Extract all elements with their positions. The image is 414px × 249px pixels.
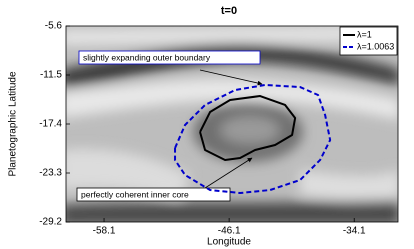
legend-label: λ=1.0063 [357,41,394,51]
y-tick-label: -17.4 [39,119,62,130]
y-tick-label: -11.5 [40,70,62,81]
annotation-arrow [199,69,263,86]
legend-label: λ=1 [357,29,372,39]
x-tick-label: -58.1 [93,226,116,237]
contour-line [199,95,297,161]
x-tick-label: -34.1 [343,226,366,237]
annotation-arrow [204,157,253,189]
chart-title: t=0 [221,5,237,17]
legend-box [339,26,398,56]
annotation: slightly expanding outer boundary [83,52,211,62]
y-axis-label: Planetographic Latitude [8,71,19,177]
y-tick-label: -5.6 [45,21,63,32]
y-tick-label: -23.3 [39,168,62,179]
contour-line [174,83,332,195]
x-tick-label: -46.1 [218,226,241,237]
annotation-box [78,50,261,65]
annotation-box [76,187,231,202]
y-tick-label: -29.2 [39,217,62,228]
annotation: perfectly coherent inner core [81,189,189,199]
x-axis-label: Longitude [207,237,251,248]
